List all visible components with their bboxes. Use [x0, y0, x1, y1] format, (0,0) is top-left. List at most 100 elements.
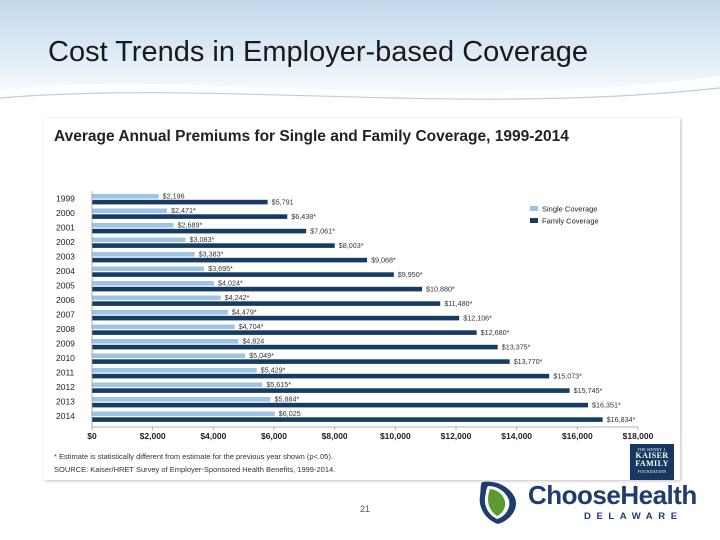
x-tick-label: $8,000: [322, 431, 348, 441]
bar-family: [92, 272, 394, 277]
bar-single: [92, 411, 275, 417]
year-label: 2010: [56, 353, 75, 363]
bar-family: [92, 257, 368, 263]
bar-family: [92, 344, 498, 350]
data-label: $3,695*: [208, 264, 233, 273]
x-tick-label: $18,000: [623, 431, 654, 441]
kff-logo-top: THE HENRY J.: [637, 447, 667, 452]
legend-swatch: [530, 206, 538, 211]
legend-swatch: [530, 218, 538, 223]
bar-family: [92, 373, 550, 379]
data-label: $2,471*: [171, 206, 196, 215]
data-label: $4,242*: [225, 293, 250, 302]
bar-single: [92, 353, 246, 359]
bar-single: [92, 252, 195, 257]
x-tick-label: $2,000: [140, 431, 166, 441]
source-footnote: SOURCE: Kaiser/HRET Survey of Employer-S…: [54, 465, 336, 474]
delaware-state-icon: [479, 481, 517, 524]
data-label: $15,745*: [574, 386, 603, 395]
data-label: $3,383*: [199, 250, 224, 259]
year-label: 2014: [56, 411, 75, 421]
kff-logo: THE HENRY J. KAISER FAMILY FOUNDATION: [630, 444, 674, 480]
x-tick-label: $12,000: [441, 431, 472, 441]
bar-family: [92, 330, 477, 335]
bar-single: [92, 324, 235, 330]
bar-single: [92, 310, 228, 315]
data-label: $13,770*: [514, 357, 543, 366]
year-label: 2008: [56, 324, 75, 334]
kff-logo-name-1: KAISER: [635, 451, 669, 460]
legend-label: Family Coverage: [542, 217, 599, 226]
data-label: $12,106*: [463, 313, 492, 322]
x-tick-label: $10,000: [380, 431, 411, 441]
bar-single: [92, 223, 174, 228]
bar-family: [92, 243, 335, 248]
data-label: $15,073*: [553, 371, 582, 380]
data-label: $5,615*: [266, 380, 291, 389]
data-label: $4,024*: [218, 279, 243, 288]
data-label: $6,025: [279, 409, 301, 418]
x-tick-label: $16,000: [562, 431, 593, 441]
chart-title: Average Annual Premiums for Single and F…: [54, 128, 569, 145]
header-band: [0, 0, 720, 100]
data-label: $8,003*: [339, 241, 364, 250]
bar-single: [92, 208, 167, 214]
year-label: 2009: [56, 339, 75, 349]
choose-health-state: DELAWARE: [584, 511, 683, 522]
year-label: 2012: [56, 382, 75, 392]
year-label: 2003: [56, 252, 75, 262]
year-label: 2004: [56, 266, 75, 276]
data-label: $5,049*: [249, 351, 274, 360]
bar-single: [92, 339, 239, 344]
year-label: 2011: [56, 368, 75, 378]
x-tick-label: $14,000: [501, 431, 532, 441]
kff-logo-bottom: FOUNDATION: [637, 469, 667, 474]
year-label: 1999: [56, 194, 75, 204]
bar-family: [92, 301, 441, 306]
bar-single: [92, 295, 221, 301]
data-label: $12,680*: [481, 328, 510, 337]
bar-family: [92, 199, 268, 205]
data-label: $9,950*: [398, 270, 423, 279]
data-label: $2,689*: [178, 221, 203, 230]
x-tick-label: $6,000: [261, 431, 287, 441]
year-label: 2005: [56, 281, 75, 291]
data-label: $5,884*: [274, 395, 299, 404]
data-label: $3,083*: [190, 235, 215, 244]
bar-family: [92, 359, 510, 364]
data-label: $4,479*: [232, 308, 257, 317]
data-label: $6,438*: [291, 212, 316, 221]
year-label: 2001: [56, 223, 75, 233]
data-label: $9,068*: [371, 255, 396, 264]
bar-single: [92, 397, 271, 402]
data-label: $2,196: [163, 192, 185, 201]
data-label: $7,061*: [310, 226, 335, 235]
data-label: $4,824: [242, 337, 264, 346]
year-label: 2000: [56, 208, 75, 218]
data-label: $5,791: [272, 197, 294, 206]
data-label: $16,351*: [592, 400, 621, 409]
bar-family: [92, 402, 588, 408]
bar-family: [92, 388, 570, 393]
slide-title: Cost Trends in Employer-based Coverage: [48, 36, 588, 68]
data-label: $16,834*: [607, 415, 636, 424]
data-label: $10,880*: [426, 284, 455, 293]
year-label: 2013: [56, 397, 75, 407]
year-label: 2006: [56, 295, 75, 305]
data-label: $11,480*: [444, 299, 472, 308]
kff-logo-name-2: FAMILY: [635, 459, 669, 468]
page-number: 21: [360, 504, 371, 514]
x-tick-label: $0: [87, 431, 97, 441]
bar-family: [92, 286, 423, 292]
bar-single: [92, 382, 263, 388]
header-wave: [0, 76, 720, 118]
bar-single: [92, 281, 215, 286]
bar-family: [92, 315, 460, 321]
significance-footnote: * Estimate is statistically different fr…: [54, 452, 333, 461]
bar-single: [92, 368, 257, 373]
bar-family: [92, 214, 288, 219]
bar-single: [92, 237, 186, 243]
data-label: $4,704*: [239, 322, 264, 331]
data-label: $13,375*: [502, 342, 531, 351]
